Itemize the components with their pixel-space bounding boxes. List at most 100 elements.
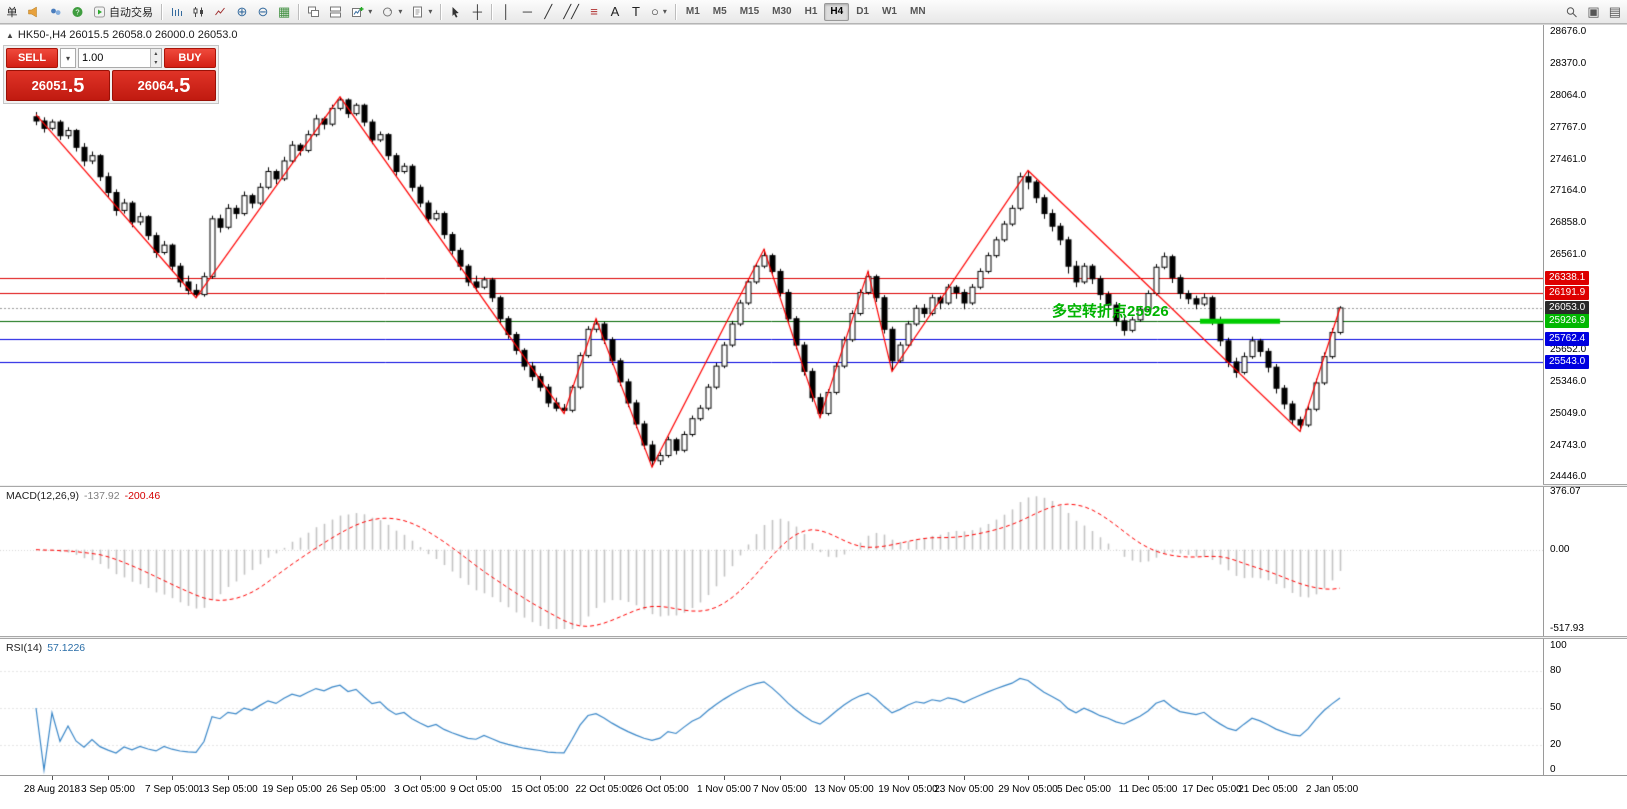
new-chart-button[interactable]: ▾ [347,2,376,22]
newchart-icon [351,6,364,18]
macd-signal-value: -200.46 [124,490,161,502]
trendline-button[interactable]: ╱ [538,2,558,22]
volume-down-button[interactable]: ▾ [150,58,161,67]
rsi-axis[interactable]: 100 80 50 20 0 [1543,639,1627,775]
macd-panel: MACD(12,26,9) -137.92 -200.46 376.07 0.00 -5… [0,486,1627,636]
time-tick-label: 22 Oct 05:00 [575,784,633,795]
label-button[interactable]: T [626,2,646,22]
fullscreen-button[interactable]: ▤ [1605,2,1625,22]
horizontal-line-icon: ─ [522,4,532,19]
text-button[interactable]: A [605,2,625,22]
timeframe-m1-button[interactable]: M1 [680,3,706,21]
time-tick-mark [52,776,53,780]
toolbar-separator [298,3,300,20]
rsi-panel: RSI(14) 57.1226 100 80 50 20 0 [0,639,1627,775]
candlestick-chart-button[interactable] [188,2,209,22]
search-button[interactable] [1561,2,1582,22]
price-tick-label: 25652.0 [1550,344,1587,356]
volume-dropdown-button[interactable]: ▾ [60,48,76,68]
pivot-annotation-text: 多空转折点25926 [1052,302,1169,320]
tile-windows-button[interactable] [325,2,346,22]
users-icon [49,6,62,18]
bar-chart-button[interactable] [166,2,187,22]
time-tick-mark [1212,776,1213,780]
news-megaphone-button[interactable] [23,2,44,22]
rsi-value: 57.1226 [47,642,86,654]
time-tick-mark [604,776,605,780]
time-axis[interactable]: 28 Aug 2018 3 Sep 05:00 7 Sep 05:00 13 Sep … [0,775,1627,809]
fibonacci-button[interactable]: ≡ [584,2,604,22]
time-tick-label: 3 Sep 05:00 [81,784,135,795]
market-watch-button[interactable] [45,2,66,22]
time-tick-label: 1 Nov 05:00 [697,784,751,795]
one-click-trading-panel: SELL ▾ ▴ ▾ BUY 26051.5 [3,45,219,104]
grid-button[interactable]: ▦ [274,2,294,22]
macd-tick-label: 376.07 [1550,486,1581,497]
timeframe-m15-button[interactable]: M15 [734,3,765,21]
grid-icon: ▦ [278,4,291,19]
data-window-button[interactable]: ▣ [1583,2,1603,22]
rsi-tick-label: 0 [1550,764,1556,775]
label-icon: T [632,4,640,19]
megaphone-icon [27,6,40,18]
timeframe-h1-button[interactable]: H1 [799,3,824,21]
cursor-icon [449,6,462,18]
price-tick-label: 26858.0 [1550,217,1587,229]
time-tick-label: 15 Oct 05:00 [511,784,569,795]
time-tick-mark [660,776,661,780]
timeframe-h4-button[interactable]: H4 [824,2,850,21]
volume-input[interactable] [79,49,150,67]
symbol-marker-icon: ▲ [6,30,14,40]
sell-button[interactable]: SELL [6,48,58,68]
macd-axis[interactable]: 376.07 0.00 -517.93 [1543,486,1627,636]
templates-button[interactable]: ▾ [407,2,436,22]
price-canvas[interactable] [0,25,1543,485]
channel-button[interactable]: ╱╱ [559,2,583,22]
price-level-label: 25926.9 [1545,314,1590,329]
vertical-line-icon: │ [502,4,511,19]
crosshair-button[interactable]: ┼ [467,2,487,22]
help-button[interactable]: ? [67,2,88,22]
timeframe-d1-button[interactable]: D1 [850,3,875,21]
tile-icon [329,6,342,18]
zoom-in-button[interactable]: ⊕ [232,2,252,22]
timeframe-m30-button[interactable]: M30 [766,3,797,21]
price-tick-label: 24446.0 [1550,471,1587,482]
shapes-button[interactable]: ○ ▾ [647,2,671,22]
vertical-line-button[interactable]: │ [496,2,516,22]
timeframe-w1-button[interactable]: W1 [876,3,903,21]
caret-down-icon: ▾ [368,7,373,16]
line-chart-button[interactable] [210,2,231,22]
macd-canvas[interactable] [0,487,1543,636]
panel-splitter[interactable] [0,636,1627,639]
macd-tick-label: 0.00 [1550,543,1570,555]
main-toolbar: 单? 自动交易 ⊕ ⊖ ▦ ▾ ▾ ▾ ┼ │ ─ ╱ ╱╱ ≡ A T ○ ▾ M1 M5 M15 M30 H1 H4 D1 W… [0,0,1627,24]
new-order-button[interactable]: 单 [2,2,22,22]
buy-price-display[interactable]: 26064.5 [112,70,216,101]
rsi-canvas[interactable] [0,639,1543,775]
buy-button[interactable]: BUY [164,48,216,68]
time-tick-mark [172,776,173,780]
time-tick-label: 7 Nov 05:00 [753,784,807,795]
cascade-windows-button[interactable] [303,2,324,22]
sell-price-display[interactable]: 26051.5 [6,70,110,101]
timeframe-mn-button[interactable]: MN [904,3,932,21]
time-tick-label: 19 Nov 05:00 [878,784,938,795]
volume-up-button[interactable]: ▴ [150,49,161,58]
chart-ohlc-info: ▲ HK50-,H4 26015.5 26058.0 26000.0 26053… [6,29,238,41]
cursor-button[interactable] [445,2,466,22]
toolbar-separator [674,3,676,20]
horizontal-line-button[interactable]: ─ [517,2,537,22]
time-tick-label: 21 Dec 05:00 [1238,784,1298,795]
autotrading-button[interactable]: 自动交易 [89,2,157,22]
search-icon [1565,6,1578,18]
cascade-icon [307,6,320,18]
profiles-button[interactable]: ▾ [377,2,406,22]
zoom-out-button[interactable]: ⊖ [253,2,273,22]
macd-label: MACD(12,26,9) -137.92 -200.46 [6,490,161,502]
price-axis[interactable]: 28676.0 28370.0 28064.0 27767.0 27461.0 27164… [1543,25,1627,484]
time-tick-label: 9 Oct 05:00 [450,784,502,795]
price-tick-label: 28676.0 [1550,26,1587,37]
timeframe-m5-button[interactable]: M5 [707,3,733,21]
